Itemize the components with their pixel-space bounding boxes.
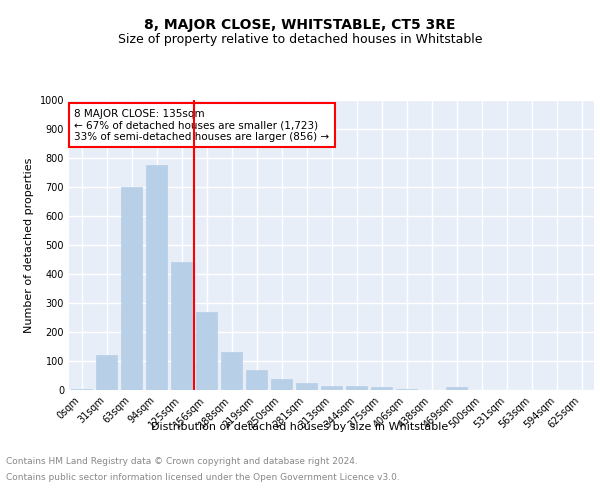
- Bar: [346, 386, 367, 390]
- Bar: [171, 262, 192, 390]
- Y-axis label: Number of detached properties: Number of detached properties: [24, 158, 34, 332]
- Bar: [221, 352, 242, 390]
- Text: Distribution of detached houses by size in Whitstable: Distribution of detached houses by size …: [151, 422, 449, 432]
- Bar: [246, 370, 267, 390]
- Bar: [96, 355, 117, 390]
- Bar: [71, 388, 92, 390]
- Bar: [121, 187, 142, 390]
- Bar: [371, 387, 392, 390]
- Text: 8, MAJOR CLOSE, WHITSTABLE, CT5 3RE: 8, MAJOR CLOSE, WHITSTABLE, CT5 3RE: [144, 18, 456, 32]
- Text: 8 MAJOR CLOSE: 135sqm
← 67% of detached houses are smaller (1,723)
33% of semi-d: 8 MAJOR CLOSE: 135sqm ← 67% of detached …: [74, 108, 329, 142]
- Bar: [296, 383, 317, 390]
- Bar: [196, 312, 217, 390]
- Bar: [271, 380, 292, 390]
- Text: Size of property relative to detached houses in Whitstable: Size of property relative to detached ho…: [118, 32, 482, 46]
- Bar: [321, 386, 342, 390]
- Text: Contains public sector information licensed under the Open Government Licence v3: Contains public sector information licen…: [6, 472, 400, 482]
- Bar: [146, 166, 167, 390]
- Text: Contains HM Land Registry data © Crown copyright and database right 2024.: Contains HM Land Registry data © Crown c…: [6, 458, 358, 466]
- Bar: [396, 388, 417, 390]
- Bar: [446, 387, 467, 390]
